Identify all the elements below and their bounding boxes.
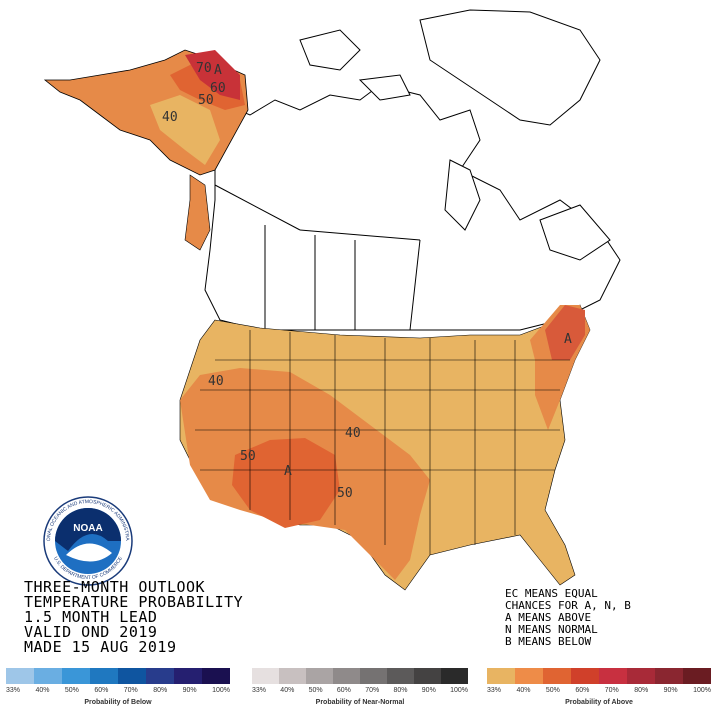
label-ne-a: A bbox=[564, 332, 572, 347]
scale-tick-label: 90% bbox=[182, 687, 197, 694]
label-alaska-40: 40 bbox=[162, 110, 178, 125]
scale-tick-label: 70% bbox=[604, 687, 619, 694]
legend-note-line: CHANCES FOR A, N, B bbox=[505, 599, 631, 612]
scale-swatch bbox=[543, 668, 571, 684]
map-labels: 70 A 60 50 40 40 40 50 A 50 A bbox=[162, 61, 572, 501]
scale-swatch bbox=[683, 668, 711, 684]
label-sw-a: A bbox=[284, 464, 292, 479]
label-alaska-60: 60 bbox=[210, 81, 226, 96]
scale-tick-label: 60% bbox=[575, 687, 590, 694]
title-line: 1.5 MONTH LEAD bbox=[24, 608, 158, 626]
title-line: THREE-MONTH OUTLOOK bbox=[24, 578, 206, 596]
scale-swatch bbox=[62, 668, 90, 684]
scale-tick-label: 50% bbox=[308, 687, 323, 694]
scale-tick-label: 70% bbox=[365, 687, 380, 694]
scale-swatch bbox=[118, 668, 146, 684]
scale-normal: 33% 40% 50% 60% 70% 80% 90% 100% Probability of… bbox=[252, 668, 468, 706]
noaa-center-text: NOAA bbox=[73, 523, 102, 534]
scale-tick-label: 100% bbox=[450, 687, 468, 694]
label-west-40: 40 bbox=[208, 374, 224, 389]
scale-swatch bbox=[487, 668, 515, 684]
scale-tick-label: 40% bbox=[516, 687, 531, 694]
scale-normal-ticks: 33% 40% 50% 60% 70% 80% 90% 100% bbox=[252, 687, 468, 694]
scale-tick-label: 80% bbox=[393, 687, 408, 694]
scale-above: 33% 40% 50% 60% 70% 80% 90% 100% Probability of… bbox=[487, 668, 711, 706]
scale-swatch bbox=[655, 668, 683, 684]
scale-above-caption: Probability of Above bbox=[565, 699, 633, 706]
scale-tick-label: 60% bbox=[94, 687, 109, 694]
scale-tick-label: 33% bbox=[487, 687, 502, 694]
state-lines bbox=[195, 330, 570, 555]
noaa-logo: NOAA NATIONAL OCEANIC AND ATMOSPHERIC AD… bbox=[43, 496, 133, 586]
canada-province-lines bbox=[214, 184, 421, 331]
scale-swatch bbox=[360, 668, 387, 684]
scale-swatch bbox=[387, 668, 414, 684]
scale-swatch bbox=[333, 668, 360, 684]
scale-swatch bbox=[146, 668, 174, 684]
outlook-title: THREE-MONTH OUTLOOK TEMPERATURE PROBABIL… bbox=[24, 580, 243, 655]
scale-tick-label: 33% bbox=[252, 687, 267, 694]
scale-swatch bbox=[571, 668, 599, 684]
label-alaska-70: 70 bbox=[196, 61, 212, 76]
scale-tick-label: 90% bbox=[663, 687, 678, 694]
canada-outline bbox=[204, 9, 621, 331]
scale-above-ticks: 33% 40% 50% 60% 70% 80% 90% 100% bbox=[487, 687, 711, 694]
scale-swatch bbox=[627, 668, 655, 684]
scale-swatch bbox=[599, 668, 627, 684]
alaska-region bbox=[43, 49, 249, 251]
legend-note-line: B MEANS BELOW bbox=[505, 635, 592, 648]
scale-tick-label: 60% bbox=[336, 687, 351, 694]
scale-normal-bar bbox=[252, 668, 468, 684]
scale-tick-label: 33% bbox=[6, 687, 21, 694]
scale-swatch bbox=[414, 668, 441, 684]
legend-note-line: A MEANS ABOVE bbox=[505, 611, 592, 624]
scale-swatch bbox=[306, 668, 333, 684]
scale-swatch bbox=[279, 668, 306, 684]
label-sw-50-left: 50 bbox=[240, 449, 256, 464]
scale-normal-caption: Probability of Near-Normal bbox=[315, 699, 405, 706]
scale-swatch bbox=[6, 668, 34, 684]
scale-tick-label: 50% bbox=[64, 687, 79, 694]
title-line: VALID OND 2019 bbox=[24, 623, 158, 641]
scale-tick-label: 80% bbox=[634, 687, 649, 694]
scale-below-caption: Probability of Below bbox=[84, 699, 152, 706]
label-sw-50-right: 50 bbox=[337, 486, 353, 501]
scale-swatch bbox=[202, 668, 230, 684]
scale-tick-label: 40% bbox=[280, 687, 295, 694]
scale-tick-label: 40% bbox=[35, 687, 50, 694]
label-alaska-50: 50 bbox=[198, 93, 214, 108]
scale-above-bar bbox=[487, 668, 711, 684]
title-line: MADE 15 AUG 2019 bbox=[24, 638, 177, 656]
scale-tick-label: 70% bbox=[123, 687, 138, 694]
scale-swatch bbox=[174, 668, 202, 684]
scale-below-bar bbox=[6, 668, 230, 684]
scale-swatch bbox=[252, 668, 279, 684]
legend-note-line: N MEANS NORMAL bbox=[505, 623, 598, 636]
title-line: TEMPERATURE PROBABILITY bbox=[24, 593, 244, 611]
scale-swatch bbox=[515, 668, 543, 684]
scale-tick-label: 100% bbox=[693, 687, 711, 694]
scale-tick-label: 100% bbox=[212, 687, 230, 694]
label-central-40: 40 bbox=[345, 426, 361, 441]
scale-swatch bbox=[441, 668, 468, 684]
scale-below-ticks: 33% 40% 50% 60% 70% 80% 90% 100% bbox=[6, 687, 230, 694]
scale-tick-label: 50% bbox=[545, 687, 560, 694]
scale-tick-label: 80% bbox=[153, 687, 168, 694]
label-alaska-a: A bbox=[214, 63, 222, 78]
scale-swatch bbox=[90, 668, 118, 684]
scale-below: 33% 40% 50% 60% 70% 80% 90% 100% Probability of… bbox=[6, 668, 230, 706]
scale-tick-label: 90% bbox=[421, 687, 436, 694]
ec-legend-note: EC MEANS EQUAL CHANCES FOR A, N, B A MEA… bbox=[505, 588, 631, 648]
scale-swatch bbox=[34, 668, 62, 684]
legend-note-line: EC MEANS EQUAL bbox=[505, 587, 598, 600]
